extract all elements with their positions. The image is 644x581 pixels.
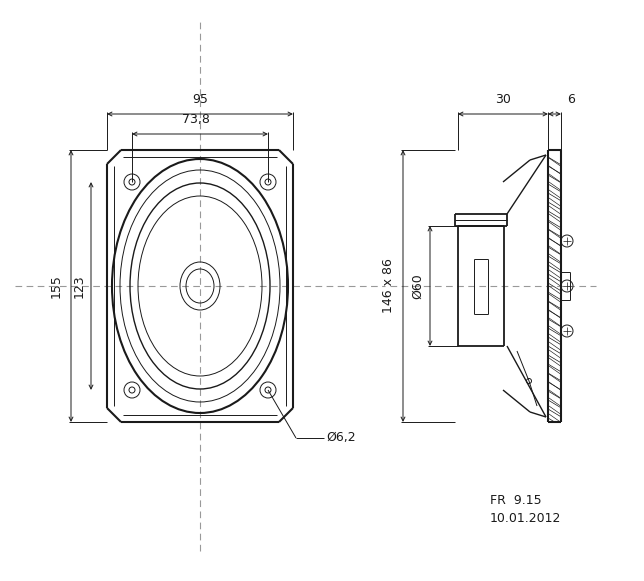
Text: Ø60: Ø60 bbox=[411, 273, 424, 299]
Text: 95: 95 bbox=[192, 93, 208, 106]
Text: 30: 30 bbox=[495, 93, 511, 106]
Text: 146 x 86: 146 x 86 bbox=[382, 259, 395, 313]
Text: 6: 6 bbox=[567, 93, 575, 106]
Text: FR  9.15: FR 9.15 bbox=[490, 494, 542, 507]
Text: 10.01.2012: 10.01.2012 bbox=[490, 511, 562, 525]
Text: Ø6,2: Ø6,2 bbox=[326, 432, 355, 444]
Text: 123: 123 bbox=[73, 274, 86, 298]
Text: 155: 155 bbox=[50, 274, 63, 298]
Text: 73,8: 73,8 bbox=[182, 113, 210, 126]
